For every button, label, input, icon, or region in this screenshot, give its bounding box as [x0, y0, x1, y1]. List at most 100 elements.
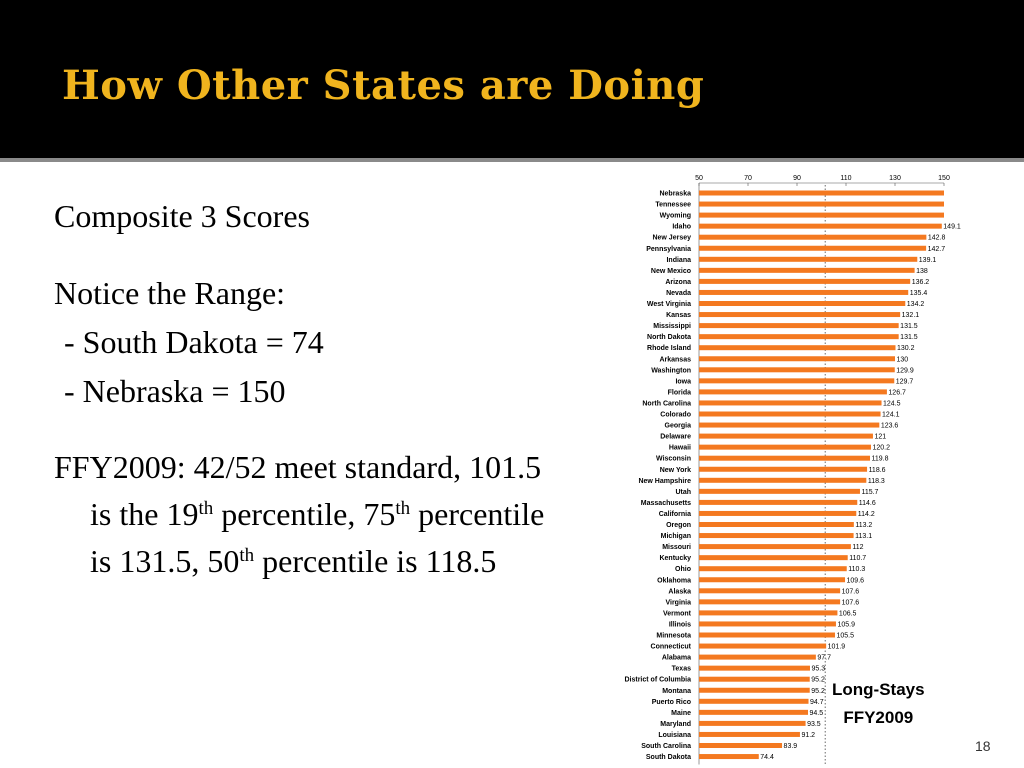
slide-title: How Other States are Doing [62, 62, 705, 109]
category-label: Connecticut [651, 644, 692, 651]
data-label: 101.9 [828, 644, 846, 651]
category-label: Maine [671, 710, 691, 717]
category-label: Arkansas [659, 356, 691, 363]
data-label: 107.6 [842, 599, 860, 606]
data-label: 129.7 [896, 378, 914, 385]
x-tick-label: 70 [744, 175, 752, 182]
category-label: Tennessee [655, 202, 691, 209]
data-label: 121 [874, 434, 886, 441]
category-label: Iowa [675, 378, 691, 385]
category-label: California [659, 511, 691, 518]
category-label: Delaware [660, 434, 691, 441]
category-label: Ohio [675, 566, 691, 573]
bar [699, 433, 873, 439]
bar [699, 709, 809, 715]
caption-line-1: Long-Stays [832, 680, 925, 699]
category-label: Illinois [669, 621, 691, 628]
category-label: Alaska [668, 588, 691, 595]
category-label: Alabama [662, 655, 691, 662]
bar [699, 533, 854, 539]
category-label: Washington [651, 367, 691, 374]
data-label: 124.5 [883, 400, 901, 407]
ffy-sup-1: th [198, 498, 214, 519]
data-label: 120.2 [872, 445, 890, 452]
x-tick-label: 90 [793, 175, 801, 182]
data-label: 149.1 [943, 224, 961, 231]
range-high-item: - Nebraska = 150 [64, 373, 286, 409]
bar [699, 743, 783, 748]
bar-chart: 50 70 90 110 130 150 Nebraska Tennessee Wyoming I… [624, 175, 961, 765]
bar [699, 654, 816, 660]
data-label: 124.1 [882, 412, 900, 419]
data-label: 132.1 [902, 312, 920, 319]
data-label: 118.6 [869, 467, 886, 474]
bar [699, 510, 857, 516]
bar [699, 278, 911, 284]
data-label: 112 [852, 544, 863, 551]
data-label: 94.5 [810, 710, 824, 717]
data-label: 129.9 [896, 367, 914, 374]
data-label: 95.2 [811, 688, 825, 695]
category-label: Mississippi [653, 323, 691, 330]
data-label: 110.7 [849, 555, 866, 562]
data-label: 138 [916, 268, 928, 275]
category-label: Kansas [666, 312, 691, 319]
data-label: 110.3 [848, 566, 865, 573]
bar [699, 190, 944, 196]
data-label: 113.1 [855, 533, 872, 540]
bar [699, 665, 810, 671]
category-label: Wyoming [660, 213, 691, 220]
category-label: West Virginia [647, 301, 691, 308]
category-label: South Dakota [646, 754, 691, 761]
bar [699, 643, 827, 649]
data-label: 126.7 [888, 389, 906, 396]
data-label: 95.2 [811, 677, 825, 684]
x-tick-label: 150 [938, 175, 950, 182]
category-label: New Mexico [651, 268, 691, 275]
category-label: Hawaii [669, 445, 691, 452]
bar [699, 223, 942, 229]
ffy-text-1: FFY2009: 42/52 meet standard, 101.5 is t… [54, 449, 542, 532]
ffy-text-2: percentile, 75 [213, 496, 396, 532]
category-label: Texas [672, 666, 691, 673]
bar [699, 588, 841, 594]
data-label: 136.2 [912, 279, 930, 286]
category-label: Montana [662, 688, 691, 695]
composite-heading: Composite 3 Scores [54, 198, 310, 234]
category-label: New York [660, 467, 691, 474]
bar [699, 698, 809, 704]
bar [699, 577, 846, 583]
category-label: Nebraska [659, 191, 691, 198]
bar [699, 256, 918, 262]
data-label: 97.7 [817, 655, 831, 662]
range-heading: Notice the Range: [54, 275, 286, 311]
category-label: Pennsylvania [646, 246, 691, 253]
data-label: 118.3 [868, 478, 885, 485]
category-label: South Carolina [641, 743, 691, 750]
category-label: Nevada [666, 290, 691, 297]
category-label: Minnesota [656, 633, 691, 640]
bar [699, 301, 906, 306]
data-label: 135.4 [910, 290, 928, 297]
category-label: Vermont [663, 610, 692, 617]
category-label: Idaho [672, 224, 691, 231]
bar [699, 610, 838, 616]
bar [699, 566, 847, 572]
category-label: Indiana [666, 257, 691, 264]
category-label: Colorado [660, 412, 691, 419]
category-label: New Jersey [652, 235, 691, 242]
bar [699, 212, 944, 218]
category-label: New Hampshire [638, 478, 691, 485]
bar [699, 632, 835, 638]
data-label: 114.6 [859, 500, 876, 507]
category-label: Utah [675, 489, 691, 496]
x-tick-label: 50 [695, 175, 703, 182]
data-label: 119.8 [872, 456, 889, 463]
data-label: 115.7 [861, 489, 878, 496]
data-label: 94.7 [810, 699, 824, 706]
bar [699, 411, 881, 417]
caption-line-2: FFY2009 [843, 708, 914, 727]
data-label: 91.2 [801, 732, 815, 739]
bar [699, 499, 858, 505]
bar [699, 555, 848, 561]
